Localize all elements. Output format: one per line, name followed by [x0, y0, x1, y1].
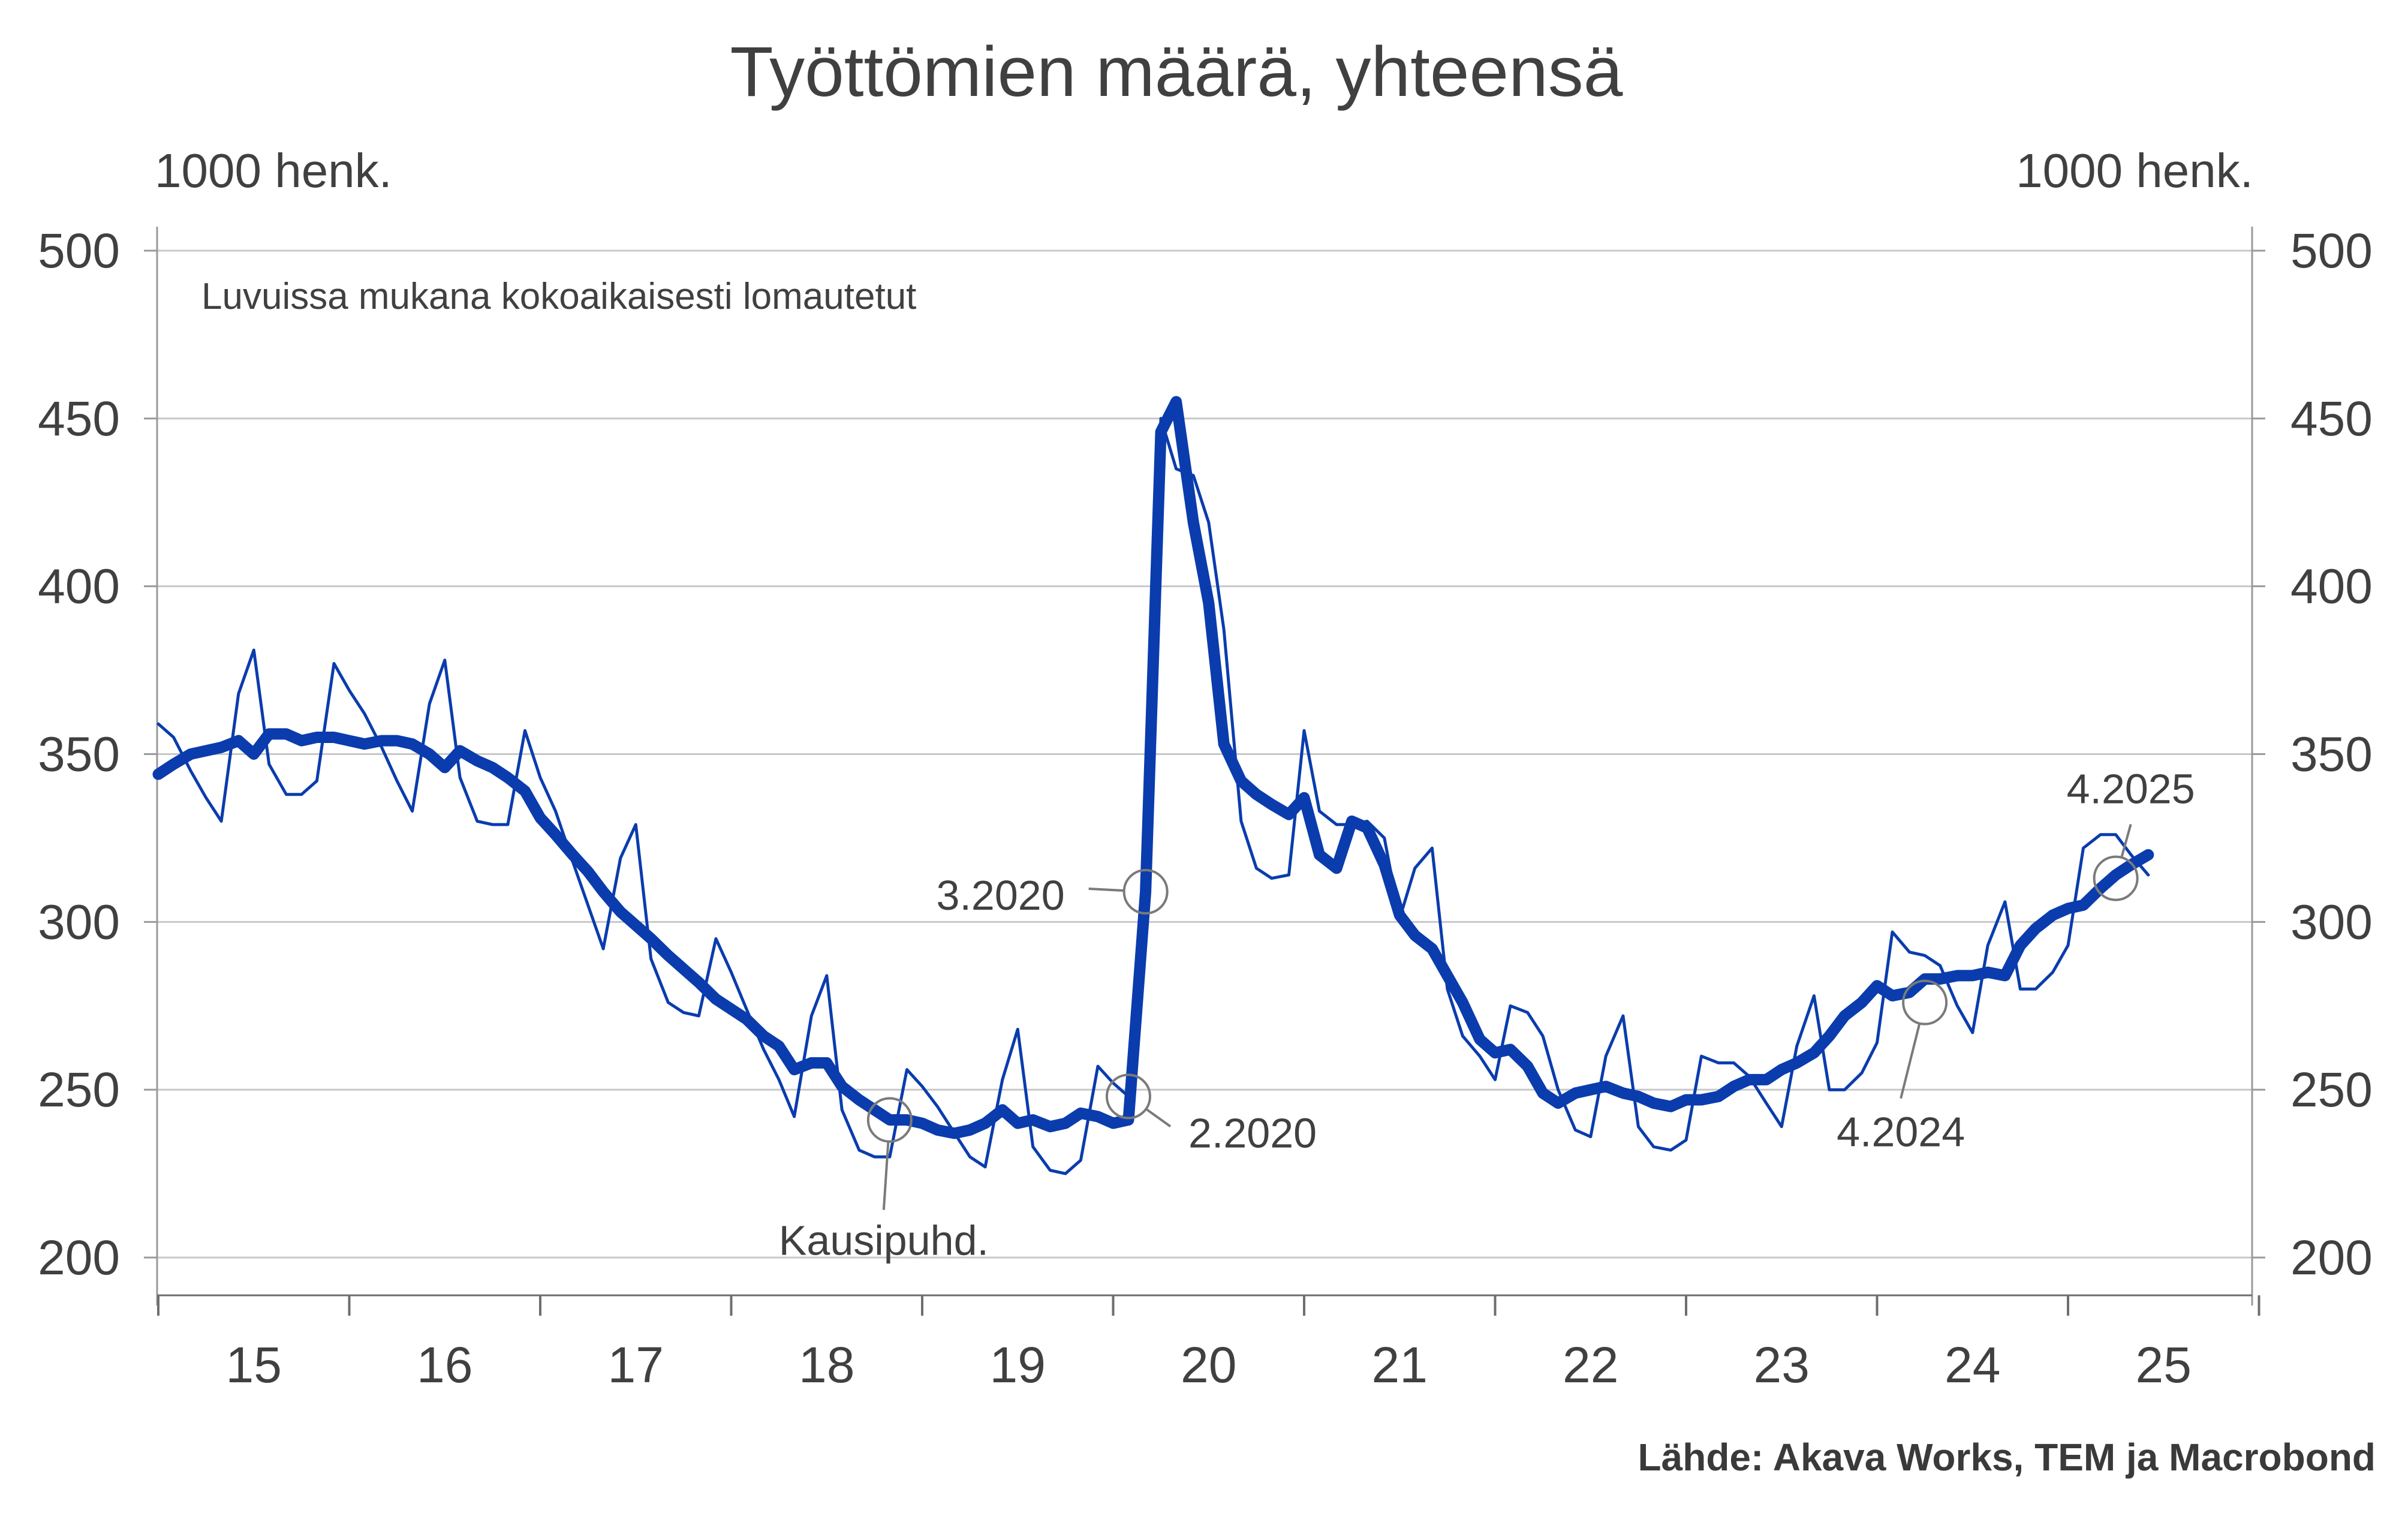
annotation-leader [1900, 1023, 1921, 1099]
x-tick-label: 17 [608, 1337, 664, 1393]
x-tick-label: 21 [1372, 1337, 1428, 1393]
annotation-label: Kausipuhd. [779, 1217, 989, 1264]
annotation-label: 4.2025 [2067, 766, 2195, 813]
x-tick-label: 24 [1945, 1337, 2000, 1393]
y-tick-label-left: 200 [38, 1231, 120, 1285]
annotation-marker [866, 1097, 913, 1143]
x-tick-label: 22 [1563, 1337, 1618, 1393]
y-tick-label-right: 350 [2290, 727, 2373, 782]
y-tick-label-right: 200 [2290, 1231, 2373, 1285]
annotation-leader [1088, 887, 1124, 892]
y-tick-label-right: 300 [2290, 895, 2373, 949]
annotation-leader [1145, 1108, 1172, 1127]
y-tick-label-left: 450 [38, 392, 120, 446]
chart-title: Työttömien määrä, yhteensä [730, 32, 1623, 112]
y-tick-label-right: 400 [2290, 560, 2373, 614]
y-tick-label-left: 500 [38, 224, 120, 278]
y-tick-label-left: 250 [38, 1063, 120, 1117]
x-tick-label: 20 [1181, 1337, 1236, 1393]
axes [144, 227, 2265, 1316]
x-tick-label: 23 [1754, 1337, 1810, 1393]
source-label: Lähde: Akava Works, TEM ja Macrobond [1638, 1436, 2376, 1479]
x-axis-labels: 15 16 17 18 19 20 21 22 23 24 25 [226, 1337, 2192, 1393]
x-tick-label: 18 [799, 1337, 854, 1393]
right-unit-label: 1000 henk. [2016, 144, 2253, 197]
annotation-label: 2.2020 [1188, 1109, 1317, 1156]
annotations: Kausipuhd. 3.2020 2.2020 4.2024 4.2025 [779, 766, 2195, 1264]
y-axis-left-labels: 500 450 400 350 300 250 200 [38, 224, 120, 1285]
annotation-label: 3.2020 [937, 872, 1065, 919]
y-tick-label-right: 250 [2290, 1063, 2373, 1117]
annotation-label: 4.2024 [1837, 1109, 1965, 1156]
annotation-marker [2093, 855, 2139, 901]
left-unit-label: 1000 henk. [155, 144, 392, 197]
y-tick-label-left: 400 [38, 560, 120, 614]
x-tick-label: 19 [990, 1337, 1046, 1393]
series-line-seasonally-adjusted [152, 396, 2154, 1139]
annotation-marker [1122, 868, 1169, 915]
y-tick-label-right: 450 [2290, 392, 2373, 446]
annotation-leader [882, 1141, 890, 1210]
x-tick-label: 15 [226, 1337, 282, 1393]
x-tick-label: 16 [417, 1337, 472, 1393]
y-axis-right-labels: 500 450 400 350 300 250 200 [2290, 224, 2373, 1285]
y-tick-label-right: 500 [2290, 224, 2373, 278]
series-group [152, 396, 2154, 1175]
x-tick-label: 25 [2136, 1337, 2192, 1393]
chart-note: Luvuissa mukana kokoaikaisesti lomautetu… [201, 276, 916, 317]
annotation-marker [1105, 1073, 1151, 1120]
y-tick-label-left: 350 [38, 727, 120, 782]
annotation-leader [2120, 824, 2132, 858]
y-tick-label-left: 300 [38, 895, 120, 949]
annotation-marker [1902, 979, 1948, 1025]
